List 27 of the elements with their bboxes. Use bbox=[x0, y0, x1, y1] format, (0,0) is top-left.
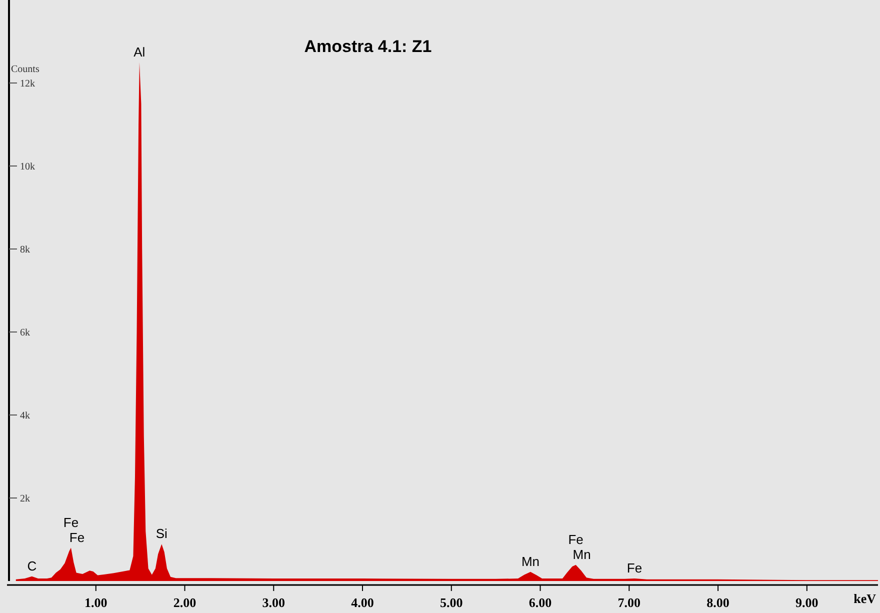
annotation: Mn bbox=[521, 554, 540, 569]
y-tick-label: 8k bbox=[20, 244, 30, 256]
x-tick-label: 7.00 bbox=[618, 595, 641, 610]
x-tick-label: 3.00 bbox=[262, 595, 286, 610]
y-tick-label: 4k bbox=[20, 410, 30, 422]
x-tick-label: 8.00 bbox=[706, 595, 730, 610]
x-tick-label: 1.00 bbox=[84, 595, 108, 610]
text: Amostra 4.1: Z1 bbox=[304, 37, 432, 56]
x-tick-label: 6.00 bbox=[528, 595, 552, 610]
y-tick-label: 6k bbox=[20, 328, 30, 338]
y-tick-label: 10k bbox=[20, 162, 35, 172]
annotation: Al bbox=[134, 44, 146, 60]
y-tick-label: 12k bbox=[20, 78, 35, 90]
annotation: Fe bbox=[568, 532, 584, 547]
annotation: Fe bbox=[69, 530, 85, 545]
x-axis-title: keV bbox=[854, 591, 877, 606]
x-tick-label: 5.00 bbox=[440, 595, 463, 610]
x-tick-label: 9.00 bbox=[796, 595, 818, 610]
annotation: Si bbox=[156, 526, 168, 542]
y-axis-title: Counts bbox=[11, 64, 40, 75]
x-tick-label: 4.00 bbox=[351, 595, 374, 610]
annotation: Mn bbox=[572, 546, 591, 562]
annotation: Fe bbox=[63, 514, 79, 530]
x-tick-label: 2.00 bbox=[173, 595, 196, 610]
y-tick-label: 2k bbox=[20, 494, 30, 504]
annotation: C bbox=[27, 558, 37, 574]
annotation: Fe bbox=[626, 560, 642, 576]
